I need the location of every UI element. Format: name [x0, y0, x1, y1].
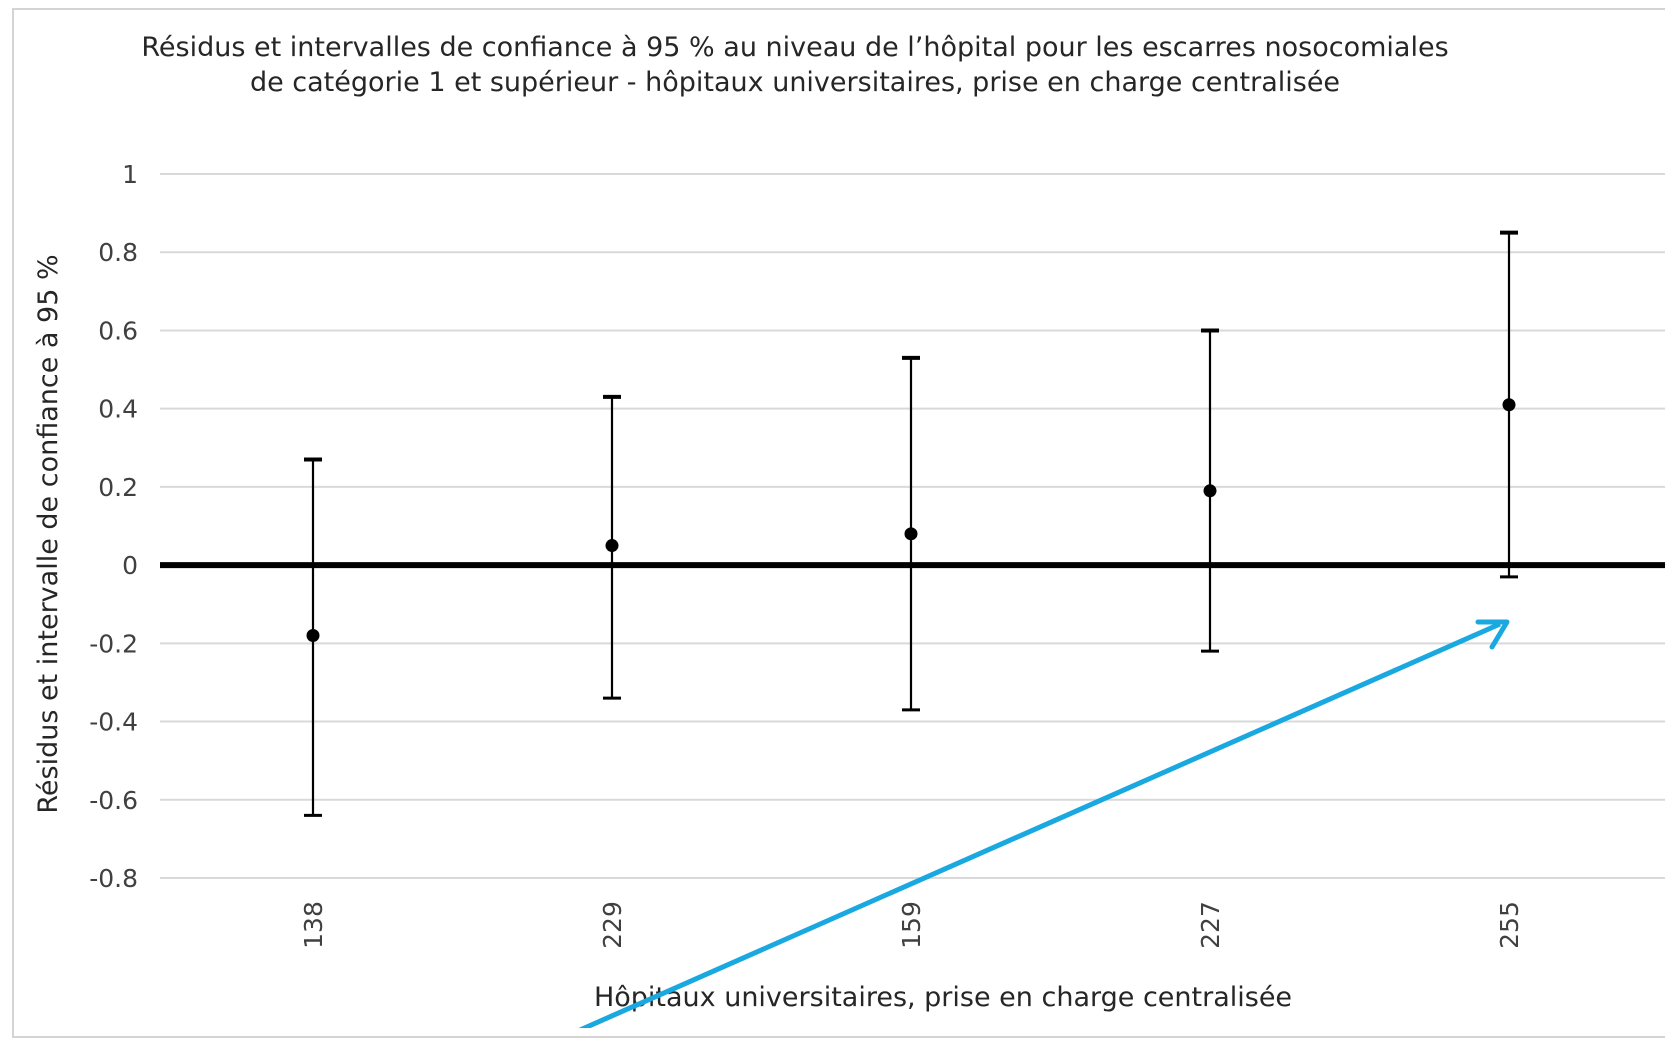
x-axis-title: Hôpitaux universitaires, prise en charge…	[594, 982, 1292, 1013]
annotation-arrow	[578, 619, 1510, 1028]
residual-point-159	[904, 527, 918, 541]
x-tick-label: 227	[1196, 901, 1225, 949]
x-axis-ticks: 138 229 159 227 255	[299, 901, 1524, 949]
y-tick-label: -0.6	[89, 786, 138, 815]
y-tick-label: -0.4	[89, 708, 138, 737]
gridlines	[160, 173, 1665, 879]
y-tick-label: 0.2	[98, 473, 138, 502]
y-tick-label: -0.8	[89, 864, 138, 893]
arrow-head	[1475, 619, 1510, 650]
chart-title-line-1: Résidus et intervalles de confiance à 95…	[141, 32, 1449, 63]
y-tick-label: 0.8	[98, 238, 138, 267]
chart-title-line-2: de catégorie 1 et supérieur - hôpitaux u…	[249, 67, 1341, 98]
y-tick-label: -0.2	[89, 629, 138, 658]
y-axis-title: Résidus et intervalle de confiance à 95 …	[33, 254, 64, 813]
x-tick-label: 159	[897, 901, 926, 949]
y-tick-label: 0.6	[98, 316, 138, 345]
chart-frame	[12, 8, 1665, 1038]
x-tick-label: 138	[299, 901, 328, 949]
y-tick-label: 1	[122, 160, 138, 189]
chart-title: Résidus et intervalles de confiance à 95…	[100, 30, 1490, 100]
arrow-shaft	[578, 621, 1502, 1028]
residual-point-255	[1502, 398, 1516, 412]
residual-points	[306, 398, 1516, 643]
y-axis-ticks: 1 0.8 0.6 0.4 0.2 0 -0.2 -0.4 -0.6 -0.8	[89, 160, 138, 893]
x-tick-label: 229	[598, 901, 627, 949]
error-bars	[304, 230, 1518, 817]
y-tick-label: 0.4	[98, 395, 138, 424]
residual-point-227	[1203, 484, 1217, 498]
residual-point-138	[306, 629, 320, 643]
x-tick-label: 255	[1495, 901, 1524, 949]
y-tick-label: 0	[122, 551, 138, 580]
residual-point-229	[605, 539, 619, 553]
